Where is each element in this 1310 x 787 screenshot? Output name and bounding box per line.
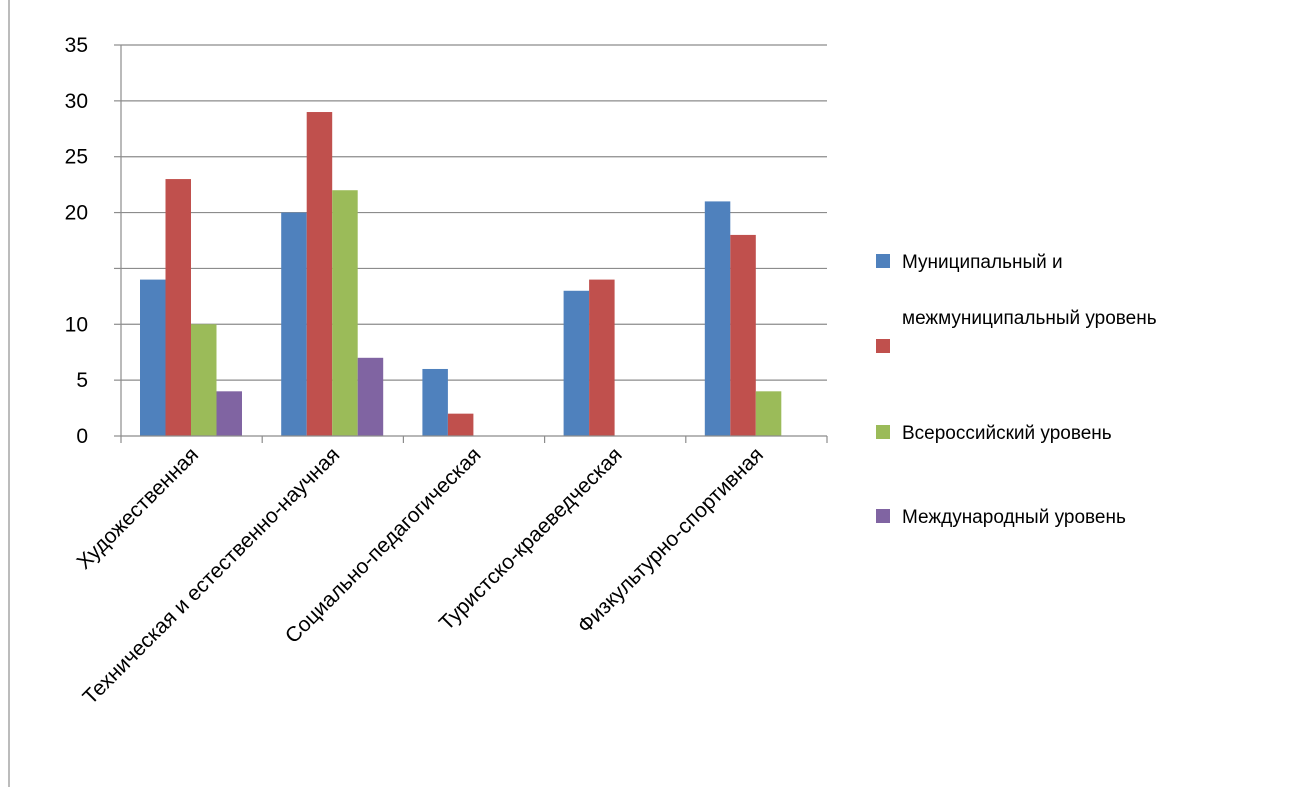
bar: [704, 201, 731, 436]
y-tick-labels: 0 5 10 20 25 30 35: [65, 34, 88, 448]
y-tick-label: 20: [65, 202, 88, 225]
legend-swatch: [876, 254, 890, 268]
bar: [589, 279, 615, 436]
legend-label: Муниципальный и: [902, 252, 1063, 273]
bar: [191, 324, 217, 436]
y-tick-label: 35: [65, 34, 88, 57]
y-tick-label: 30: [65, 90, 88, 113]
bar: [357, 357, 384, 436]
bar: [140, 279, 166, 436]
category-label: Техническая и естественно-научная: [79, 443, 345, 709]
legend-label: Всероссийский уровень: [902, 423, 1112, 444]
bar: [755, 391, 782, 436]
bar: [332, 190, 358, 436]
y-tick-label: 10: [65, 313, 88, 336]
y-tick-label: 25: [65, 146, 88, 169]
y-tick-label: 5: [76, 369, 88, 392]
legend-swatch: [876, 425, 890, 439]
y-tick-label: 0: [76, 425, 88, 448]
bar: [216, 391, 242, 436]
bar: [281, 212, 307, 436]
gridlines: [121, 44, 827, 381]
legend: Муниципальный и межмуниципальный уровень В…: [876, 252, 1157, 528]
bar: [563, 290, 590, 436]
legend-swatch: [876, 509, 890, 523]
category-label: Художественная: [72, 443, 203, 574]
legend-swatch: [876, 339, 890, 353]
bar: [165, 179, 191, 437]
bar: [447, 413, 474, 436]
axes: [114, 44, 828, 443]
bars: [140, 112, 782, 437]
bar: [422, 368, 448, 436]
bar: [730, 234, 756, 436]
legend-label: Международный уровень: [902, 507, 1126, 528]
bar: [306, 112, 333, 437]
legend-label: межмуниципальный уровень: [902, 308, 1157, 329]
